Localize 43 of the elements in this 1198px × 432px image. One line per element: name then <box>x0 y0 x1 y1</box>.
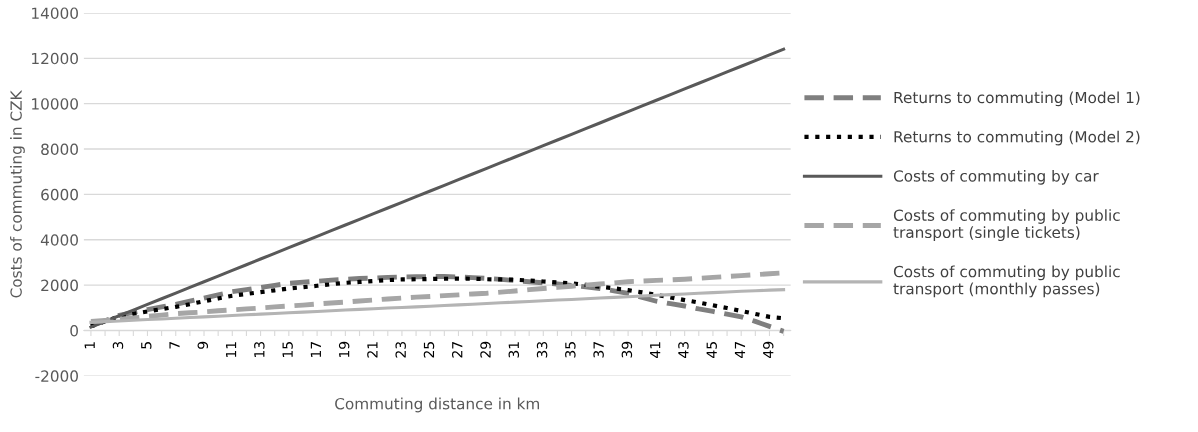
y-tick-label: 12000 <box>32 52 78 65</box>
x-tick-label: 19 <box>338 341 350 358</box>
line-series <box>89 288 786 324</box>
x-axis-title: Commuting distance in km <box>335 397 539 413</box>
legend-label: Costs of commuting by car <box>893 169 1099 185</box>
legend-label: Returns to commuting (Model 2) <box>894 130 1140 146</box>
x-tick-label: 25 <box>423 342 435 358</box>
x-tick-label: 29 <box>480 341 491 358</box>
x-tick-label: 43 <box>678 342 689 358</box>
x-tick-label: 5 <box>141 342 152 349</box>
y-tick-label: 2000 <box>41 279 78 292</box>
x-tick-label: 11 <box>226 342 237 358</box>
x-tick-label: 45 <box>706 342 717 358</box>
x-tick-label: 15 <box>282 342 293 358</box>
y-tick-label: 8000 <box>41 143 78 156</box>
x-tick-label: 23 <box>395 342 406 358</box>
x-tick-label: 39 <box>621 341 633 358</box>
x-tick-label: 33 <box>536 342 548 358</box>
line-series <box>89 47 786 329</box>
x-tick-label: 13 <box>254 342 265 358</box>
x-tick-label: 21 <box>367 342 378 358</box>
y-tick-label: 10000 <box>32 98 78 110</box>
y-tick-label: 0 <box>70 324 78 337</box>
x-tick-label: 7 <box>169 342 180 349</box>
legend-label: Costs of commuting by public transport (single tickets) <box>893 209 1120 242</box>
x-tick-label: 17 <box>310 342 321 358</box>
y-tick-label: 6000 <box>41 188 78 201</box>
x-tick-label: 31 <box>508 342 520 358</box>
x-tick-label: 49 <box>763 341 774 358</box>
x-tick-label: 27 <box>452 342 463 358</box>
y-tick-label: -2000 <box>35 370 78 382</box>
x-tick-label: 41 <box>650 342 661 358</box>
x-tick-label: 35 <box>565 342 576 358</box>
y-tick-label: 4000 <box>40 234 78 246</box>
x-tick-label: 37 <box>593 342 604 358</box>
x-tick-label: 9 <box>197 341 209 349</box>
x-tick-label: 3 <box>112 342 124 349</box>
x-tick-label: 1 <box>84 342 95 349</box>
y-axis-title: Costs of commuting in CZK <box>10 90 25 298</box>
y-tick-label: 14000 <box>32 7 78 19</box>
legend-label: Returns to commuting (Model 1) <box>894 91 1140 107</box>
x-tick-label: 47 <box>734 342 746 358</box>
legend-label: Costs of commuting by public transport (monthly passes) <box>893 265 1120 298</box>
